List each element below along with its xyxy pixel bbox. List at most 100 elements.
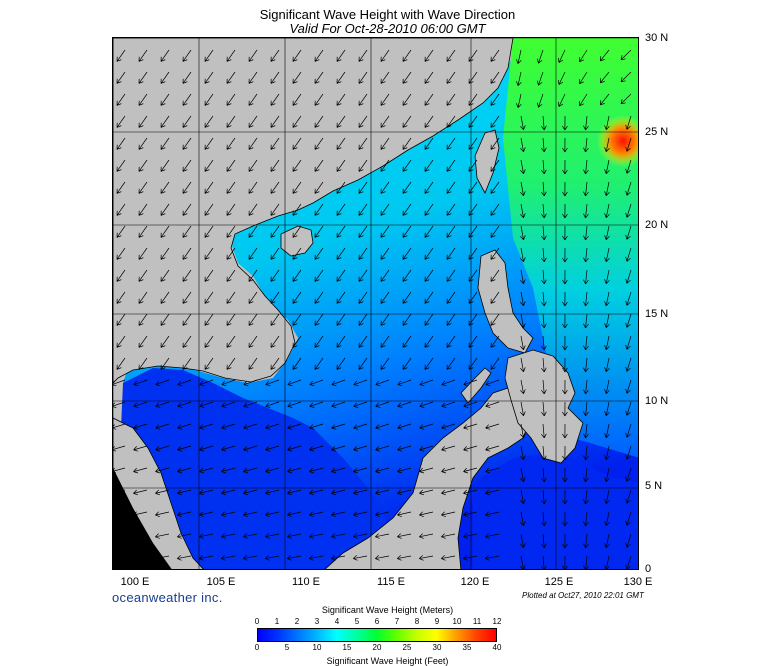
- wave-arrow: [270, 159, 280, 172]
- wave-arrow: [446, 291, 456, 304]
- wave-arrow: [265, 423, 280, 430]
- wave-arrow: [490, 115, 500, 128]
- wave-arrow: [485, 555, 500, 561]
- wave-arrow: [309, 489, 324, 496]
- wave-arrow: [138, 247, 148, 260]
- wave-arrow: [292, 137, 302, 150]
- wave-arrow: [541, 379, 547, 395]
- wave-arrow: [336, 247, 346, 260]
- wave-arrow: [287, 467, 302, 474]
- wave-arrow: [358, 225, 368, 238]
- wave-arrow: [133, 467, 148, 474]
- wave-arrow: [402, 203, 412, 216]
- wave-arrow: [204, 93, 214, 106]
- wave-arrow: [116, 115, 126, 128]
- map-subtitle: Valid For Oct-28-2010 06:00 GMT: [289, 21, 486, 36]
- meters-tick: 6: [374, 617, 380, 626]
- wave-arrow: [380, 247, 390, 260]
- wave-arrow: [182, 291, 192, 304]
- wave-arrow: [541, 313, 547, 329]
- wave-arrow: [604, 269, 610, 284]
- wave-arrow: [520, 489, 526, 505]
- wave-arrow: [583, 137, 589, 153]
- wave-arrow: [336, 159, 346, 172]
- wave-arrow: [243, 511, 258, 517]
- wave-arrow: [485, 467, 500, 474]
- meters-tick: 3: [314, 617, 320, 626]
- wave-arrow: [419, 423, 434, 430]
- wave-arrow: [353, 533, 368, 539]
- wave-arrow: [177, 555, 192, 561]
- wave-arrow: [446, 357, 456, 370]
- wave-arrow: [116, 313, 126, 326]
- wave-arrow: [221, 445, 236, 452]
- wave-arrow: [562, 467, 568, 483]
- wave-arrow: [265, 401, 280, 408]
- wave-arrow: [604, 555, 610, 569]
- wave-arrow: [248, 225, 258, 238]
- wave-arrow: [397, 401, 412, 408]
- wave-arrow: [397, 511, 412, 517]
- wave-arrow: [446, 335, 456, 348]
- wave-arrow: [446, 71, 456, 84]
- wave-arrow: [116, 335, 126, 348]
- wave-arrow: [155, 533, 170, 539]
- wave-arrow: [309, 423, 324, 430]
- wave-arrow: [419, 511, 434, 517]
- wave-arrow: [397, 423, 412, 430]
- wave-arrow: [625, 115, 632, 130]
- wave-arrow: [541, 489, 547, 505]
- wave-arrow: [516, 49, 522, 64]
- wave-arrow: [583, 313, 589, 329]
- wave-arrow: [468, 181, 478, 194]
- wave-arrow: [314, 357, 324, 370]
- wave-arrow: [221, 379, 236, 387]
- wave-arrow: [468, 357, 478, 370]
- wave-arrow: [441, 533, 456, 539]
- wave-arrow: [490, 225, 500, 238]
- wave-arrow: [402, 137, 412, 150]
- wave-arrow: [520, 203, 526, 219]
- wave-arrow: [520, 247, 526, 263]
- wave-arrow: [204, 335, 214, 348]
- wave-arrow: [336, 181, 346, 194]
- wave-arrow: [155, 511, 170, 517]
- wave-arrow: [358, 357, 368, 370]
- lat-label-25n: 25 N: [645, 126, 669, 138]
- wave-arrow: [270, 181, 280, 194]
- wave-arrow: [541, 269, 547, 285]
- wave-arrow: [133, 511, 148, 517]
- wave-arrow: [243, 423, 258, 430]
- wave-arrow: [446, 247, 456, 260]
- wave-arrow: [541, 445, 547, 461]
- wave-arrow: [490, 203, 500, 216]
- wave-arrow: [199, 401, 214, 408]
- wave-arrow: [468, 71, 478, 84]
- wave-arrow: [463, 533, 478, 539]
- wave-arrow: [604, 533, 610, 548]
- wave-arrow: [113, 379, 126, 387]
- feet-tick: 5: [284, 643, 290, 652]
- meters-tick: 5: [354, 617, 360, 626]
- wave-arrow: [270, 247, 280, 260]
- wave-arrow: [204, 313, 214, 326]
- wave-arrow: [446, 115, 456, 128]
- wave-arrow: [490, 181, 500, 194]
- wave-arrow: [314, 291, 324, 304]
- wave-arrow: [265, 489, 280, 496]
- wave-arrow: [226, 115, 236, 128]
- wave-arrow: [604, 379, 610, 394]
- wave-arrow: [541, 203, 547, 219]
- wave-arrow: [265, 533, 280, 539]
- wave-arrow: [620, 49, 632, 61]
- wave-arrow: [138, 93, 148, 106]
- wave-arrow: [625, 555, 632, 569]
- wave-arrow: [116, 93, 126, 106]
- wave-arrow: [199, 555, 214, 561]
- wave-arrow: [419, 555, 434, 561]
- wave-arrow: [292, 159, 302, 172]
- wave-arrow: [583, 247, 589, 263]
- wave-arrow: [358, 71, 368, 84]
- wave-arrow: [402, 159, 412, 172]
- lat-label-5n: 5 N: [645, 480, 663, 492]
